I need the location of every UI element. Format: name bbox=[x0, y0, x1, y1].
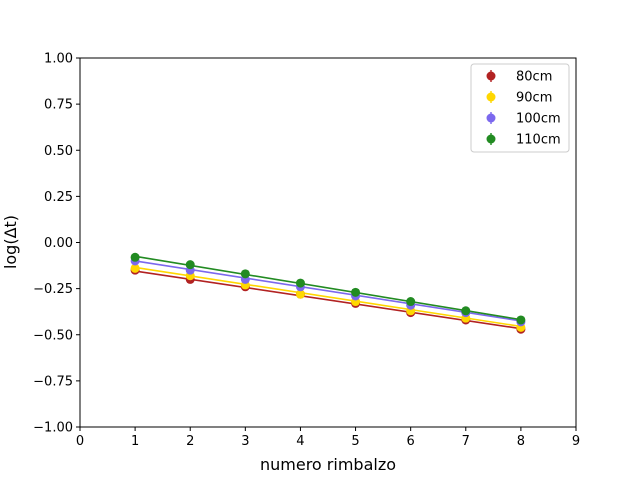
legend-label-80cm: 80cm bbox=[516, 70, 552, 85]
legend-label-110cm: 110cm bbox=[516, 133, 561, 148]
legend: 80cm 90cm 100cm 110cm bbox=[470, 63, 570, 153]
y-tick-label: 0.50 bbox=[44, 144, 73, 159]
fit-line-80cm bbox=[134, 270, 522, 330]
fit-line-90cm bbox=[134, 266, 522, 328]
y-tick-label: 0.25 bbox=[44, 190, 73, 205]
x-tick-label: 5 bbox=[351, 434, 359, 449]
y-tick-label: −0.75 bbox=[33, 374, 73, 389]
legend-marker-90cm bbox=[486, 92, 496, 102]
x-tick-label: 7 bbox=[462, 434, 470, 449]
x-tick-label: 8 bbox=[517, 434, 525, 449]
y-axis: −1.00 −0.75 −0.50 −0.25 0.00 0.25 0.50 0.75 1.00 bbox=[33, 52, 80, 436]
y-tick-label: 0.75 bbox=[44, 98, 73, 113]
x-tick-label: 2 bbox=[186, 434, 194, 449]
data-point-110cm bbox=[461, 306, 471, 316]
data-point-110cm bbox=[130, 252, 140, 262]
x-tick-label: 3 bbox=[241, 434, 249, 449]
data-point-110cm bbox=[406, 297, 416, 307]
y-axis-label: log(Δt) bbox=[1, 215, 20, 269]
data-point-90cm bbox=[295, 289, 305, 299]
x-axis-label: numero rimbalzo bbox=[260, 455, 396, 474]
x-axis: 0 1 2 3 4 5 6 7 8 9 bbox=[76, 427, 580, 449]
data-point-110cm bbox=[240, 269, 250, 279]
legend-marker-80cm bbox=[486, 71, 496, 81]
x-tick-label: 4 bbox=[296, 434, 304, 449]
data-point-110cm bbox=[295, 278, 305, 288]
x-tick-label: 0 bbox=[76, 434, 84, 449]
legend-marker-100cm bbox=[486, 113, 496, 123]
x-tick-label: 9 bbox=[572, 434, 580, 449]
data-point-90cm bbox=[130, 263, 140, 273]
legend-marker-110cm bbox=[486, 134, 496, 144]
x-tick-label: 6 bbox=[407, 434, 415, 449]
y-tick-label: −0.50 bbox=[33, 328, 73, 343]
series-layer bbox=[130, 252, 526, 334]
y-tick-label: −1.00 bbox=[33, 421, 73, 436]
data-point-110cm bbox=[351, 287, 361, 297]
fit-line-100cm bbox=[134, 260, 522, 322]
y-tick-label: 0.00 bbox=[44, 236, 73, 251]
y-tick-label: −0.25 bbox=[33, 282, 73, 297]
data-point-110cm bbox=[185, 260, 195, 270]
legend-label-100cm: 100cm bbox=[516, 112, 561, 127]
data-point-110cm bbox=[516, 315, 526, 325]
fit-line-110cm bbox=[134, 255, 522, 321]
x-tick-label: 1 bbox=[131, 434, 139, 449]
y-tick-label: 1.00 bbox=[44, 52, 73, 67]
legend-label-90cm: 90cm bbox=[516, 91, 552, 106]
legend-box bbox=[470, 63, 570, 153]
